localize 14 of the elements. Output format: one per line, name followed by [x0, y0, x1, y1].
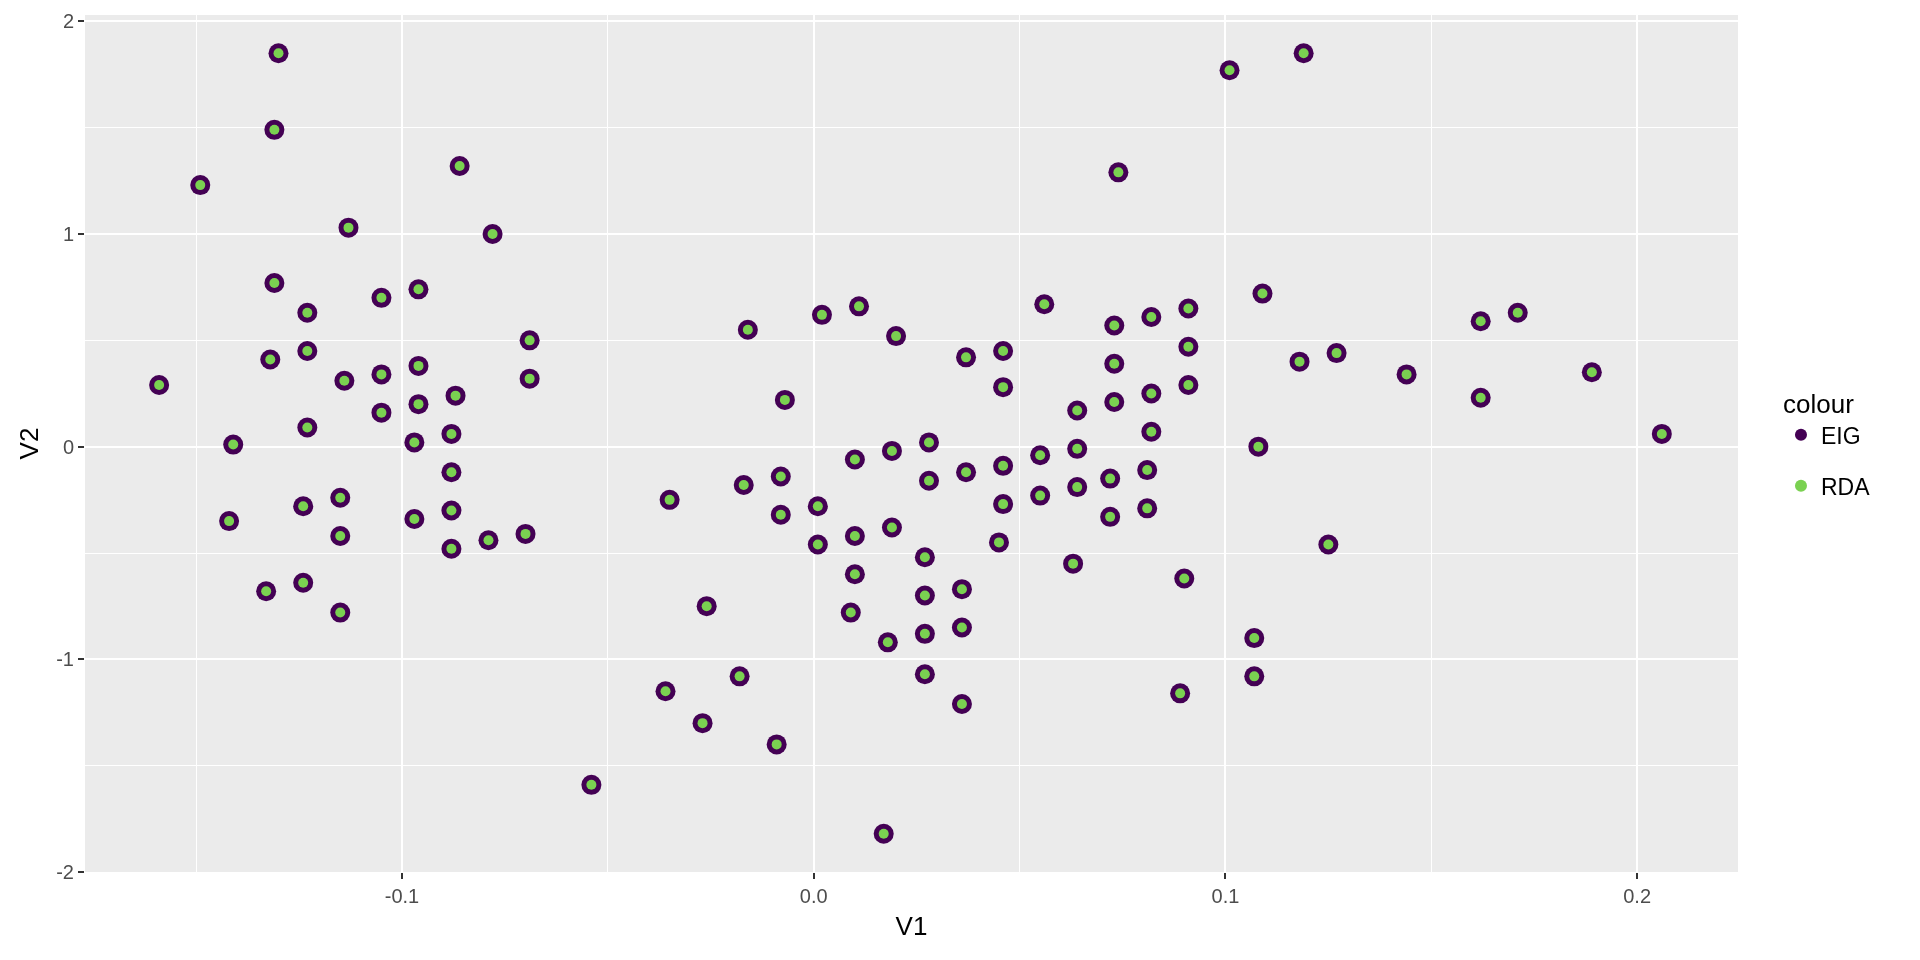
x-tick-label: 0.1 — [1211, 885, 1240, 907]
x-tick-label: -0.1 — [384, 885, 420, 907]
y-tick-label: -2 — [56, 861, 74, 883]
legend-title: colour — [1782, 389, 1855, 420]
y-axis-title: V2 — [13, 427, 44, 460]
x-axis-title: V1 — [895, 910, 928, 941]
y-tick-label: 1 — [62, 223, 74, 246]
x-tick-label: 0.2 — [1623, 885, 1652, 907]
legend-label: RDA — [1820, 473, 1871, 500]
legend-label: EIG — [1820, 422, 1861, 449]
y-tick-label: -1 — [56, 648, 74, 671]
y-tick-label: 0 — [62, 435, 74, 458]
y-tick-label: 2 — [62, 10, 74, 33]
x-tick-label: 0.0 — [799, 885, 828, 907]
